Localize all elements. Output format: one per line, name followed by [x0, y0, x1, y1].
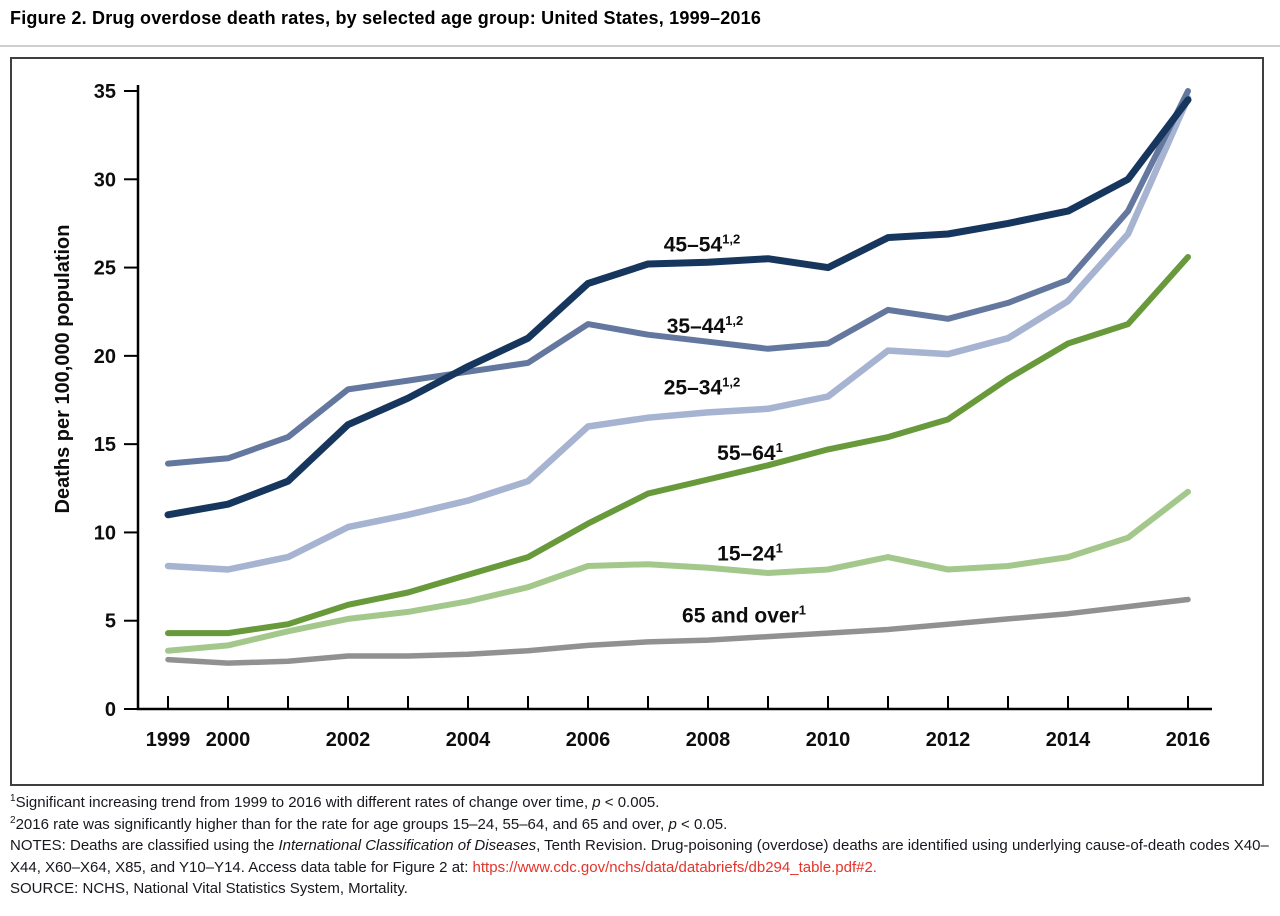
y-axis-tick-label: 20 [94, 346, 116, 368]
series-line-35-44 [165, 88, 1191, 467]
italic-text: p [668, 815, 677, 833]
footnotes-block: 1Significant increasing trend from 1999 … [10, 792, 1274, 900]
x-axis-tick-label: 2014 [1046, 729, 1091, 751]
series-label-25-34: 25–341,2 [664, 375, 740, 400]
series-line-45-54 [164, 96, 1192, 519]
y-axis-title: Deaths per 100,000 population [52, 225, 74, 514]
footnote-notes: NOTES: Deaths are classified using the I… [10, 835, 1274, 878]
x-axis-tick-label: 2016 [1166, 729, 1211, 751]
series-label-55-64: 55–641 [717, 440, 783, 465]
footnote-text: NOTES: Deaths are classified using the [10, 837, 279, 854]
x-axis-tick-label: 1999 [146, 729, 191, 751]
italic-text: International Classification of Diseases [278, 837, 537, 854]
y-axis-tick-label: 25 [94, 258, 116, 280]
series-line-15-24 [165, 488, 1191, 654]
series-line-65-and-over [165, 596, 1191, 666]
footnote-superscript: 2 [10, 814, 16, 826]
series-label-15-24: 15–241 [717, 541, 783, 566]
footnote-text: , Tenth Revision. Drug-poisoning (overdo… [10, 837, 1269, 876]
series-label-65-and-over: 65 and over1 [682, 602, 806, 627]
y-axis-tick-label: 35 [94, 81, 116, 103]
series-line-25-34 [164, 94, 1192, 573]
footnote-text: < 0.005. [600, 794, 660, 811]
x-axis-tick-label: 2010 [806, 729, 851, 751]
y-axis-tick-label: 0 [105, 699, 116, 721]
footnote-text: 2016 rate was significantly higher than … [15, 815, 669, 833]
chart-container: 0 5 10 15 20 25 30 35 1999 2000 2002 2004 2006 2008 20… [10, 57, 1264, 786]
footnote-source: SOURCE: NCHS, National Vital Statistics … [10, 878, 1274, 900]
figure-title: Figure 2. Drug overdose death rates, by … [10, 8, 762, 28]
y-axis-tick-label: 30 [94, 169, 116, 191]
title-divider-rule [0, 45, 1280, 47]
overdose-trend-line-chart: 0 5 10 15 20 25 30 35 1999 2000 2002 2004 2006 2008 20… [52, 81, 1212, 751]
footnote-1: 1Significant increasing trend from 1999 … [10, 792, 1274, 814]
footnote-2: 22016 rate was significantly higher than… [10, 814, 1274, 836]
footnote-text: SOURCE: NCHS, National Vital Statistics … [10, 880, 408, 897]
y-axis-tick-label: 10 [94, 522, 116, 544]
footnote-text: < 0.05. [676, 815, 728, 833]
series-label-35-44: 35–441,2 [667, 313, 743, 338]
x-axis-tick-label: 2004 [446, 729, 491, 751]
footnote-text: Significant increasing trend from 1999 t… [15, 794, 593, 811]
x-axis-tick-label: 2000 [206, 729, 251, 751]
x-axis-tick-label: 2002 [326, 729, 371, 751]
x-axis-tick-label: 2006 [566, 729, 611, 751]
footnote-superscript: 1 [10, 793, 16, 804]
y-axis-tick-label: 15 [94, 434, 116, 456]
series-label-45-54: 45–541,2 [664, 232, 740, 257]
x-axis-tick-label: 2012 [926, 729, 971, 751]
x-axis-tick-label: 2008 [686, 729, 731, 751]
italic-text: p [592, 794, 601, 811]
y-axis-tick-label: 5 [105, 611, 116, 633]
series-line-55-64 [165, 254, 1191, 637]
data-table-link[interactable]: https://www.cdc.gov/nchs/data/databriefs… [472, 858, 877, 876]
